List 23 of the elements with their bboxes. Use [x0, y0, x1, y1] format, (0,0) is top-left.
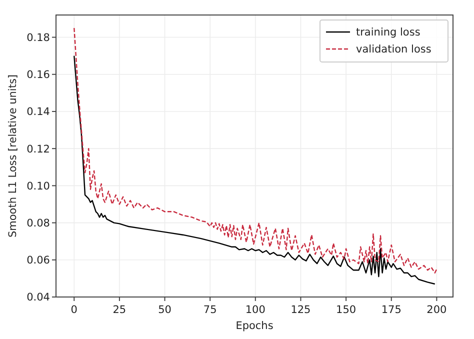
x-tick-label: 75 — [203, 304, 217, 316]
y-tick-label: 0.18 — [26, 32, 50, 44]
x-tick-label: 25 — [112, 304, 126, 316]
line-series — [74, 55, 436, 285]
y-tick-label: 0.14 — [26, 106, 50, 118]
line-series — [74, 27, 438, 274]
x-tick-label: 100 — [245, 304, 266, 316]
x-tick-label: 150 — [336, 304, 356, 316]
legend-label: training loss — [356, 26, 420, 39]
x-tick-label: 0 — [70, 304, 78, 316]
x-tick-label: 175 — [381, 304, 402, 316]
y-tick-label: 0.10 — [26, 180, 50, 192]
y-axis-title: Smooth L1 Loss [relative units] — [7, 74, 19, 238]
x-axis-title: Epochs — [236, 320, 274, 332]
y-tick-label: 0.06 — [26, 254, 50, 267]
y-tick-label: 0.12 — [26, 143, 50, 156]
y-tick-label: 0.04 — [26, 292, 50, 304]
y-tick-label: 0.16 — [26, 69, 50, 82]
y-tick-label: 0.08 — [26, 217, 50, 230]
legend-label: validation loss — [356, 44, 432, 56]
x-tick-label: 125 — [290, 304, 311, 316]
x-tick-label: 50 — [158, 304, 172, 316]
x-tick-label: 200 — [426, 304, 447, 316]
